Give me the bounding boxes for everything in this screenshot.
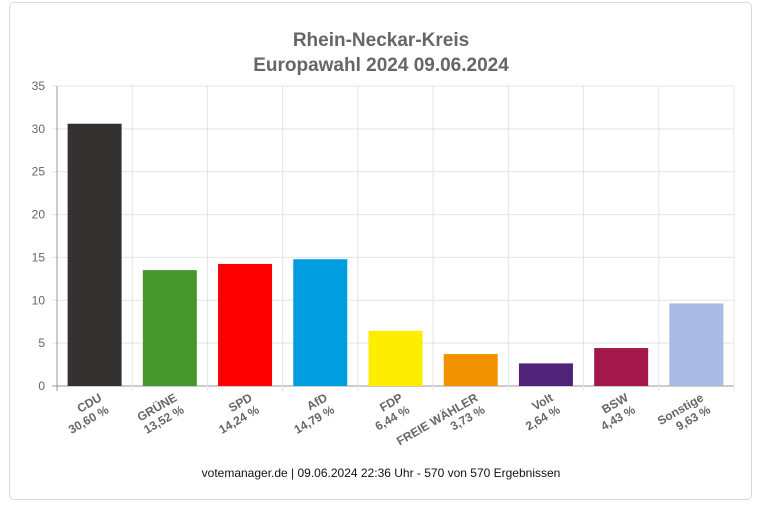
y-axis-ticks: 0 5 10 15 20 25 30 35: [32, 79, 46, 393]
bars: [67, 123, 724, 386]
y-tick-label: 10: [32, 293, 46, 307]
bar-fdp: [368, 330, 423, 386]
bar-afd: [293, 259, 348, 386]
bar-grüne: [142, 270, 197, 386]
bar-volt: [518, 363, 573, 386]
bar-sonstige: [669, 303, 724, 386]
chart-subtitle: Europawahl 2024 09.06.2024: [253, 55, 509, 76]
bar-bsw: [594, 348, 649, 386]
bar-freie-wähler: [443, 354, 498, 386]
y-tick-label: 30: [32, 122, 46, 136]
y-tick-label: 35: [32, 79, 46, 93]
y-tick-label: 5: [38, 336, 45, 350]
bar-spd: [218, 263, 273, 386]
chart-title: Rhein-Neckar-Kreis: [293, 30, 469, 51]
y-tick-label: 15: [32, 250, 46, 264]
y-tick-label: 25: [32, 165, 46, 179]
chart-footer: votemanager.de | 09.06.2024 22:36 Uhr - …: [202, 466, 561, 480]
y-tick-label: 0: [38, 379, 45, 393]
y-tick-label: 20: [32, 208, 46, 222]
bar-cdu: [67, 123, 122, 386]
chart-card: [9, 2, 752, 500]
